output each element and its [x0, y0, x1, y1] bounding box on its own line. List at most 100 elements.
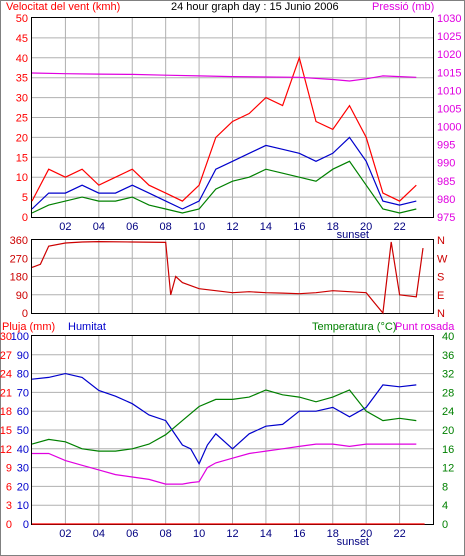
rain-y-tick-9: 27 — [0, 350, 12, 362]
wind-x-tick-9: 20 — [360, 221, 372, 233]
wind-x-tick-8: 18 — [327, 221, 339, 233]
weather-x-tick-6: 14 — [260, 528, 272, 540]
pressure-title: Pressió (mb) — [372, 1, 434, 13]
rain-axis-title: Pluja (mm) — [2, 321, 55, 333]
wind-x-tick-2: 06 — [126, 221, 138, 233]
compass-label-0: N — [437, 235, 445, 247]
series-layer — [31, 55, 425, 525]
direction-y-tick-3: 270 — [10, 253, 28, 265]
humidity-y-tick-9: 90 — [17, 350, 29, 362]
pressure-y-tick-7: 1010 — [437, 85, 461, 97]
wind-y-tick-6: 30 — [16, 93, 28, 105]
pressure-y-tick-2: 985 — [437, 176, 455, 188]
wind-x-tick-4: 10 — [193, 221, 205, 233]
rain-y-tick-7: 21 — [0, 387, 12, 399]
compass-label-3: E — [437, 290, 444, 302]
wind-x-tick-5: 12 — [226, 221, 238, 233]
wind-x-tick-annotation: sunset — [337, 229, 369, 241]
temperature-y-tick-4: 16 — [442, 444, 454, 456]
tick-label-layer: 0510152025303540455097598098599099510001… — [0, 13, 461, 548]
weather-series-1 — [31, 389, 417, 452]
wind-y-tick-0: 0 — [22, 212, 28, 224]
pressure-y-tick-5: 1000 — [437, 122, 461, 134]
rain-y-tick-8: 24 — [0, 369, 12, 381]
pressure-y-tick-0: 975 — [437, 212, 455, 224]
graph-title: 24 hour graph day : 15 Junio 2006 — [171, 1, 339, 13]
wind-y-tick-1: 5 — [22, 192, 28, 204]
weather-x-tick-5: 12 — [226, 528, 238, 540]
temperature-axis-title: Temperatura (°C) — [312, 321, 396, 333]
weather-x-tick-8: 18 — [327, 528, 339, 540]
humidity-y-tick-4: 40 — [17, 444, 29, 456]
temperature-y-tick-5: 20 — [442, 425, 454, 437]
dewpoint-axis-title: Punt rosada — [395, 321, 455, 333]
humidity-y-tick-6: 60 — [17, 406, 29, 418]
humidity-y-tick-1: 10 — [17, 500, 29, 512]
humidity-axis-title: Humitat — [68, 321, 106, 333]
pressure-y-tick-3: 990 — [437, 158, 455, 170]
weather-x-tick-annotation: sunset — [337, 536, 369, 548]
weather-series-2 — [32, 443, 417, 485]
compass-label-2: S — [437, 272, 444, 284]
pressure-y-tick-9: 1020 — [437, 49, 461, 61]
wind-x-tick-10: 22 — [393, 221, 405, 233]
rain-y-tick-1: 3 — [6, 500, 12, 512]
rain-y-tick-0: 0 — [6, 519, 12, 531]
rain-y-tick-6: 18 — [0, 406, 12, 418]
direction-y-tick-0: 0 — [22, 308, 28, 320]
wind-y-tick-2: 10 — [16, 172, 28, 184]
wind-y-tick-3: 15 — [16, 152, 28, 164]
wind-y-tick-8: 40 — [16, 53, 28, 65]
wind-x-tick-3: 08 — [160, 221, 172, 233]
temperature-y-tick-3: 12 — [442, 463, 454, 475]
temperature-y-tick-6: 24 — [442, 406, 454, 418]
pressure-y-tick-11: 1030 — [437, 13, 461, 25]
weather-x-tick-2: 06 — [126, 528, 138, 540]
wind-title: Velocitat del vent (kmh) — [6, 1, 120, 13]
wind-series-0 — [31, 55, 417, 202]
weather-series-0 — [31, 372, 417, 466]
temperature-y-tick-8: 32 — [442, 369, 454, 381]
weather-x-tick-1: 04 — [93, 528, 105, 540]
wind-x-tick-6: 14 — [260, 221, 272, 233]
direction-series-0 — [31, 240, 424, 315]
rain-y-tick-2: 6 — [6, 481, 12, 493]
wind-y-tick-4: 20 — [16, 132, 28, 144]
pressure-y-tick-6: 1005 — [437, 103, 461, 115]
temperature-y-tick-10: 40 — [442, 331, 454, 343]
wind-x-tick-7: 16 — [293, 221, 305, 233]
pressure-y-tick-1: 980 — [437, 194, 455, 206]
wind-x-tick-1: 04 — [93, 221, 105, 233]
humidity-y-tick-2: 20 — [17, 481, 29, 493]
wind-x-tick-0: 02 — [59, 221, 71, 233]
weather-x-tick-4: 10 — [193, 528, 205, 540]
wind-series-2 — [31, 160, 417, 214]
rain-y-tick-3: 9 — [6, 463, 12, 475]
temperature-y-tick-1: 4 — [442, 500, 448, 512]
rain-y-tick-10: 30 — [0, 331, 12, 343]
humidity-y-tick-10: 100 — [11, 331, 29, 343]
pressure-y-tick-10: 1025 — [437, 31, 461, 43]
wind-series-1 — [31, 136, 417, 210]
humidity-y-tick-0: 0 — [23, 519, 29, 531]
temperature-y-tick-7: 28 — [442, 387, 454, 399]
weather-x-tick-0: 02 — [59, 528, 71, 540]
weather-x-tick-7: 16 — [293, 528, 305, 540]
wind-y-tick-5: 25 — [16, 113, 28, 125]
weather-x-tick-9: 20 — [360, 528, 372, 540]
wind-y-tick-10: 50 — [16, 13, 28, 25]
direction-y-tick-2: 180 — [10, 272, 28, 284]
rain-y-tick-4: 12 — [0, 444, 12, 456]
wind-y-tick-9: 45 — [16, 33, 28, 45]
temperature-y-tick-0: 0 — [442, 519, 448, 531]
compass-label-1: W — [437, 253, 448, 265]
compass-label-4: N — [437, 308, 445, 320]
humidity-y-tick-8: 80 — [17, 369, 29, 381]
humidity-y-tick-7: 70 — [17, 387, 29, 399]
weather-x-tick-10: 22 — [393, 528, 405, 540]
temperature-y-tick-2: 8 — [442, 481, 448, 493]
pressure-y-tick-8: 1015 — [437, 67, 461, 79]
humidity-y-tick-5: 50 — [17, 425, 29, 437]
